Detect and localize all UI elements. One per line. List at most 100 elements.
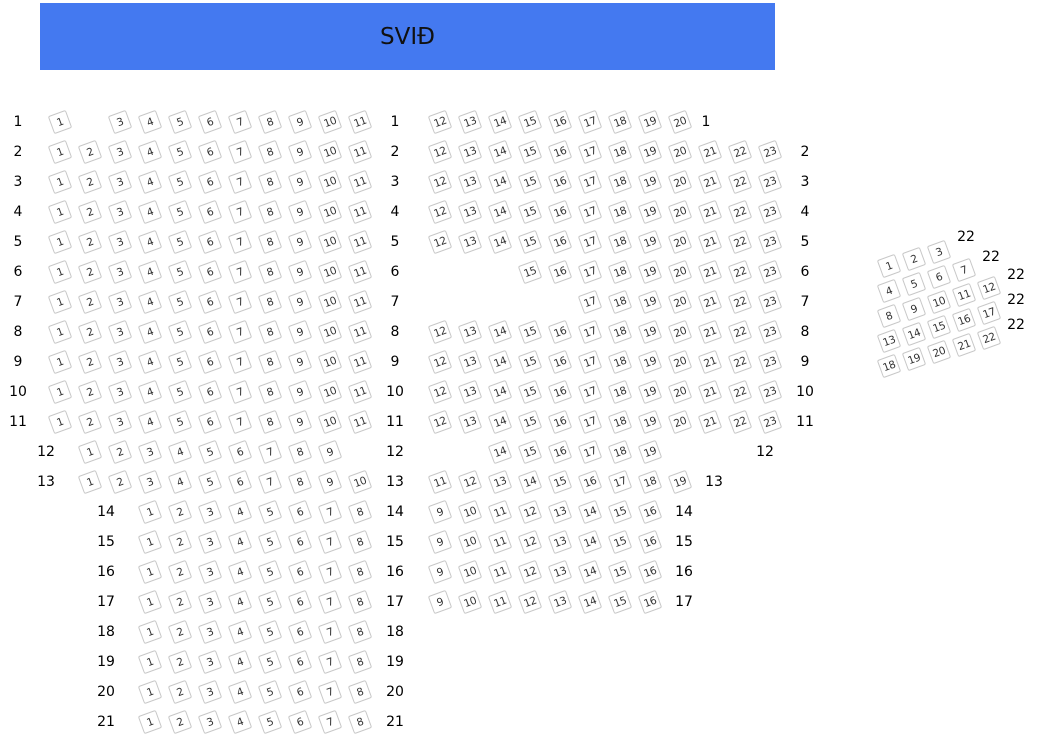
seat[interactable]: 9 [427,529,453,555]
seat[interactable]: 22 [727,319,753,345]
seat[interactable]: 12 [427,349,453,375]
seat[interactable]: 10 [457,589,483,615]
seat[interactable]: 6 [287,589,313,615]
seat[interactable]: 9 [287,379,313,405]
seat[interactable]: 17 [577,109,603,135]
seat[interactable]: 8 [347,589,373,615]
seat[interactable]: 18 [637,469,663,495]
seat[interactable]: 14 [487,139,513,165]
seat[interactable]: 11 [427,469,453,495]
seat[interactable]: 16 [637,559,663,585]
seat[interactable]: 12 [427,139,453,165]
seat[interactable]: 23 [757,289,783,315]
seat[interactable]: 16 [547,409,573,435]
seat[interactable]: 18 [607,289,633,315]
seat[interactable]: 5 [167,379,193,405]
seat[interactable]: 2 [107,439,133,465]
seat[interactable]: 3 [107,379,133,405]
seat[interactable]: 8 [257,139,283,165]
seat[interactable]: 14 [487,439,513,465]
seat[interactable]: 14 [487,349,513,375]
seat[interactable]: 9 [317,439,343,465]
seat[interactable]: 22 [727,289,753,315]
seat[interactable]: 1 [137,679,163,705]
box-seat[interactable]: 2 [901,246,927,272]
seat[interactable]: 2 [77,379,103,405]
seat[interactable]: 20 [667,259,693,285]
seat[interactable]: 17 [577,319,603,345]
seat[interactable]: 7 [227,199,253,225]
seat[interactable]: 17 [577,289,603,315]
seat[interactable]: 5 [167,259,193,285]
seat[interactable]: 14 [517,469,543,495]
seat[interactable]: 20 [667,289,693,315]
seat[interactable]: 7 [257,439,283,465]
seat[interactable]: 8 [347,529,373,555]
seat[interactable]: 10 [317,319,343,345]
seat[interactable]: 8 [257,349,283,375]
seat[interactable]: 18 [607,229,633,255]
seat[interactable]: 10 [457,559,483,585]
seat[interactable]: 12 [427,379,453,405]
seat[interactable]: 11 [347,319,373,345]
seat[interactable]: 17 [577,199,603,225]
seat[interactable]: 10 [317,169,343,195]
seat[interactable]: 8 [347,499,373,525]
seat[interactable]: 18 [607,199,633,225]
seat[interactable]: 17 [577,349,603,375]
seat[interactable]: 10 [317,199,343,225]
seat[interactable]: 22 [727,349,753,375]
box-seat[interactable]: 15 [926,314,952,340]
seat[interactable]: 18 [607,109,633,135]
seat[interactable]: 4 [227,589,253,615]
seat[interactable]: 19 [637,409,663,435]
seat[interactable]: 1 [47,379,73,405]
seat[interactable]: 1 [47,109,73,135]
seat[interactable]: 16 [547,319,573,345]
seat[interactable]: 1 [137,529,163,555]
seat[interactable]: 10 [317,139,343,165]
box-seat[interactable]: 3 [926,239,952,265]
seat[interactable]: 1 [137,589,163,615]
seat[interactable]: 8 [257,259,283,285]
seat[interactable]: 21 [697,139,723,165]
box-seat[interactable]: 10 [926,289,952,315]
box-seat[interactable]: 22 [976,325,1002,351]
seat[interactable]: 12 [517,559,543,585]
seat[interactable]: 5 [167,169,193,195]
seat[interactable]: 19 [637,229,663,255]
box-seat[interactable]: 9 [901,296,927,322]
seat[interactable]: 20 [667,199,693,225]
box-seat[interactable]: 18 [876,353,902,379]
seat[interactable]: 1 [47,319,73,345]
seat[interactable]: 7 [317,679,343,705]
seat[interactable]: 19 [667,469,693,495]
seat[interactable]: 6 [197,229,223,255]
seat[interactable]: 20 [667,349,693,375]
seat[interactable]: 8 [257,319,283,345]
seat[interactable]: 22 [727,259,753,285]
seat[interactable]: 13 [457,349,483,375]
seat[interactable]: 11 [347,379,373,405]
seat[interactable]: 20 [667,109,693,135]
seat[interactable]: 2 [77,199,103,225]
seat[interactable]: 18 [607,319,633,345]
seat[interactable]: 8 [257,289,283,315]
seat[interactable]: 13 [547,589,573,615]
seat[interactable]: 11 [347,199,373,225]
seat[interactable]: 5 [167,349,193,375]
seat[interactable]: 6 [287,649,313,675]
seat[interactable]: 20 [667,229,693,255]
seat[interactable]: 7 [227,289,253,315]
seat[interactable]: 9 [287,409,313,435]
seat[interactable]: 15 [517,319,543,345]
seat[interactable]: 1 [47,199,73,225]
seat[interactable]: 4 [137,109,163,135]
seat[interactable]: 3 [197,679,223,705]
seat[interactable]: 20 [667,319,693,345]
seat[interactable]: 9 [287,169,313,195]
seat[interactable]: 1 [137,649,163,675]
seat[interactable]: 2 [167,529,193,555]
seat[interactable]: 19 [637,109,663,135]
seat[interactable]: 11 [347,259,373,285]
